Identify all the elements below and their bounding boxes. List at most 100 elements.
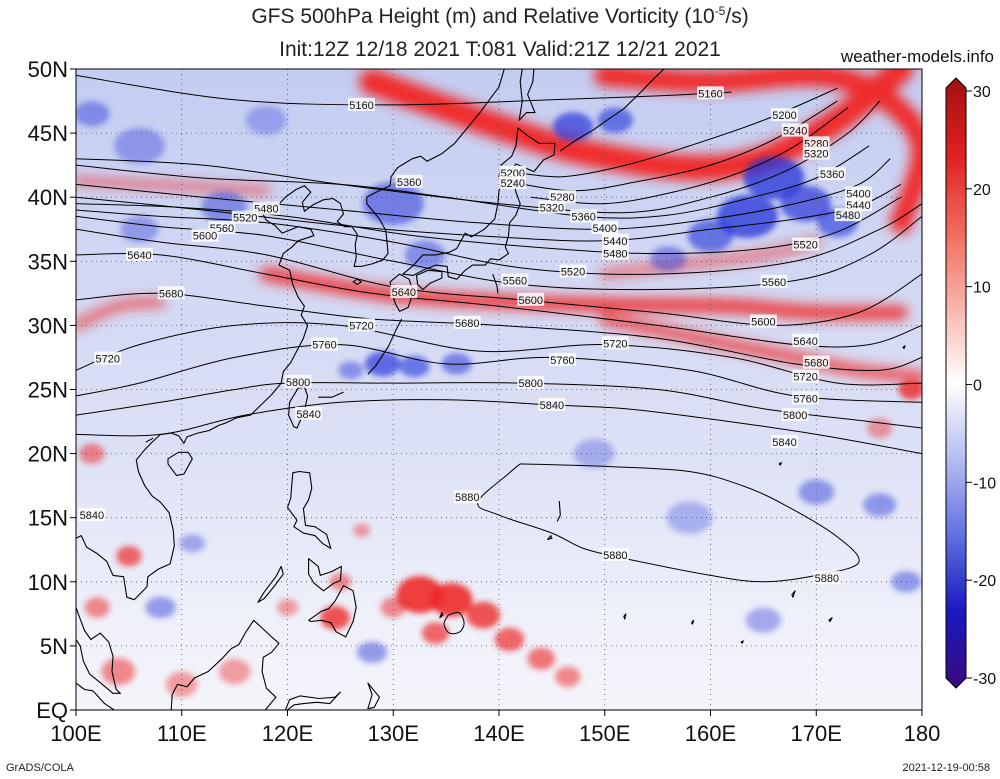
contour-label-bg	[311, 337, 338, 351]
negative-vorticity-cell	[364, 351, 401, 377]
coastline-hainan	[167, 451, 193, 476]
coastlines	[76, 69, 906, 710]
contour-label: 5840	[772, 437, 796, 449]
graticule	[76, 69, 922, 710]
contour-label: 5880	[815, 573, 839, 585]
contour-label: 5760	[793, 393, 817, 405]
contour-label: 5840	[540, 400, 564, 412]
coastline-taiwan	[288, 386, 309, 429]
lat-tick-label: 40N	[28, 185, 68, 210]
coastline-hokkaido	[498, 127, 556, 178]
contour-label-bg	[781, 123, 809, 137]
contour-label-bg	[453, 490, 481, 504]
negative-vorticity-cell	[338, 361, 364, 380]
lat-tick-label: 10N	[28, 570, 68, 595]
negative-vorticity-cell	[597, 107, 634, 133]
positive-vorticity-cell	[898, 379, 922, 400]
contour-label-bg	[517, 292, 545, 306]
positive-vorticity-cell	[84, 597, 110, 618]
contour-label-bg	[792, 333, 820, 347]
contour-label: 5840	[80, 510, 104, 522]
lon-tick-label: 150E	[579, 721, 630, 746]
lat-tick-label: 25N	[28, 378, 68, 403]
coastline-marshall-2	[828, 617, 833, 623]
coastline-visayas	[308, 558, 342, 592]
coastline-guam	[547, 535, 553, 541]
positive-vorticity-cell	[421, 622, 450, 645]
vorticity-band	[359, 69, 914, 181]
negative-vorticity-cell	[666, 501, 713, 534]
contour-label: 5800	[518, 378, 542, 390]
contour-5880	[443, 611, 465, 635]
contour-label-bg	[295, 406, 323, 420]
coastline-sumatra	[76, 682, 115, 710]
contour-5880	[477, 463, 860, 583]
positive-vorticity-cell	[466, 601, 501, 629]
contour-label-bg	[834, 208, 862, 222]
lon-tick-label: 130E	[368, 721, 419, 746]
contour-label-bg	[78, 508, 106, 522]
contour-5280	[530, 107, 849, 205]
credit-label: GrADS/COLA	[6, 762, 74, 774]
coastline-hawaii-nw	[902, 345, 906, 350]
coastline-hainan-strait	[145, 437, 154, 443]
coastline-wake	[778, 462, 782, 466]
coastline-borneo	[170, 619, 280, 710]
contour-label-bg	[348, 97, 375, 111]
plot-area: 5160516052005200524052405280528053205320…	[76, 69, 922, 710]
contour-label-bg	[601, 246, 629, 260]
contour-label: 5880	[455, 492, 479, 504]
colorbar-tick-label: 0	[973, 378, 982, 395]
contour-label-bg	[802, 136, 830, 150]
contour-label-bg	[792, 391, 820, 405]
contour-label: 5480	[254, 204, 278, 216]
contour-label: 5640	[127, 250, 151, 262]
negative-vorticity-cell	[552, 112, 594, 142]
contour-label: 5320	[540, 202, 564, 214]
lat-tick-label: EQ	[36, 698, 68, 723]
contour-label-bg	[395, 174, 423, 188]
positive-vorticity-cell	[527, 647, 556, 670]
contour-label: 5680	[804, 358, 828, 370]
contour-label: 5800	[286, 377, 310, 389]
contour-5640	[76, 252, 922, 348]
contour-5760	[76, 344, 922, 403]
colorbar-tick-label: -10	[973, 475, 996, 492]
contour-5440	[76, 183, 902, 242]
title-superscript: -5	[714, 4, 726, 18]
coastline-izu	[492, 273, 499, 294]
contour-label: 5360	[397, 177, 421, 189]
contour-label-bg	[792, 237, 820, 251]
contour-label: 5800	[783, 410, 807, 422]
negative-vorticity-cell	[573, 439, 615, 468]
contour-5600	[76, 228, 922, 326]
lat-tick-label: 30N	[28, 313, 68, 338]
lat-tick-label: 35N	[28, 249, 68, 274]
positive-vorticity-cell	[555, 666, 581, 687]
contour-label-bg	[845, 186, 872, 200]
contour-label: 5680	[159, 288, 183, 300]
longitude-labels: 100E 110E 120E 130E 140E 150E 160E 170E 180	[50, 710, 940, 746]
site-label: weather-models.info	[840, 47, 994, 66]
lon-tick-label: 160E	[685, 721, 736, 746]
positive-vorticity-cell	[320, 605, 350, 630]
positive-vorticity-cell	[218, 658, 251, 685]
contour-5400	[76, 158, 891, 230]
contour-label: 5720	[793, 372, 817, 384]
contour-label: 5720	[95, 354, 119, 366]
chart-subtitle: Init:12Z 12/18 2021 T:081 Valid:21Z 12/2…	[279, 38, 721, 61]
title-text: GFS 500hPa Height (m) and Relative Vorti…	[251, 5, 715, 28]
contour-label-bg	[559, 264, 587, 278]
positive-vorticity-cell	[430, 582, 473, 617]
coastline-malay-peninsula	[76, 607, 121, 694]
contour-label-bg	[191, 228, 219, 242]
coastline-honshu	[402, 179, 521, 280]
positive-vorticity-cell	[353, 523, 370, 538]
coastline-ryukyu	[367, 318, 403, 375]
contour-label: 5480	[836, 210, 860, 222]
colorbar: 30 20 10 0 -10 -20 -30	[945, 77, 996, 689]
colorbar-tick-label: 20	[973, 182, 991, 199]
colorbar-ticks: 30 20 10 0 -10 -20 -30	[966, 84, 996, 688]
contour-5520	[76, 203, 922, 275]
negative-vorticity-cell	[145, 596, 176, 619]
